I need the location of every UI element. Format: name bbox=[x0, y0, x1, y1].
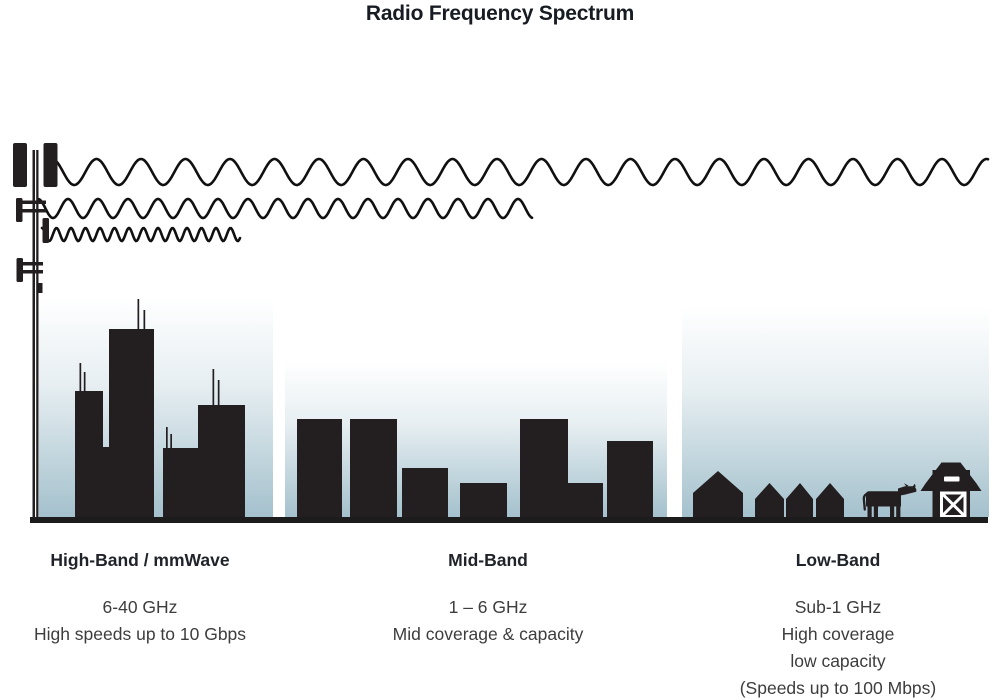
low-band-label: Low-Band bbox=[795, 550, 881, 570]
high-band-short-wave-icon bbox=[40, 226, 242, 243]
mid-band-label: Mid-Band bbox=[448, 550, 528, 570]
low-band-description-capacity: low capacity bbox=[790, 651, 886, 671]
low-band-description-coverage: High coverage bbox=[781, 624, 895, 644]
page-title: Radio Frequency Spectrum bbox=[365, 2, 635, 25]
cow-icon bbox=[862, 483, 917, 518]
radio-waves bbox=[36, 157, 990, 243]
mid-band-caption: Mid-Band 1 – 6 GHz Mid coverage & capaci… bbox=[338, 549, 638, 648]
low-band-frequency: Sub-1 GHz bbox=[794, 597, 882, 617]
high-band-label: High-Band / mmWave bbox=[50, 550, 230, 570]
mid-band-medium-wave-icon bbox=[36, 197, 534, 220]
high-band-caption: High-Band / mmWave 6-40 GHz High speeds … bbox=[20, 549, 260, 648]
mid-band-buildings-icon bbox=[297, 419, 653, 520]
low-band-long-wave-icon bbox=[50, 157, 990, 187]
barn-icon bbox=[920, 462, 982, 518]
mid-band-frequency: 1 – 6 GHz bbox=[448, 597, 528, 617]
mid-band-description: Mid coverage & capacity bbox=[392, 624, 584, 644]
cell-tower-icon bbox=[13, 143, 58, 518]
houses-icon bbox=[693, 471, 844, 518]
city-skyline-icon bbox=[75, 299, 245, 520]
ground-line bbox=[30, 517, 988, 523]
low-band-description-speed: (Speeds up to 100 Mbps) bbox=[739, 678, 937, 698]
low-band-caption: Low-Band Sub-1 GHz High coverage low cap… bbox=[688, 549, 988, 700]
high-band-frequency: 6-40 GHz bbox=[102, 597, 178, 617]
high-band-description: High speeds up to 10 Gbps bbox=[33, 624, 247, 644]
